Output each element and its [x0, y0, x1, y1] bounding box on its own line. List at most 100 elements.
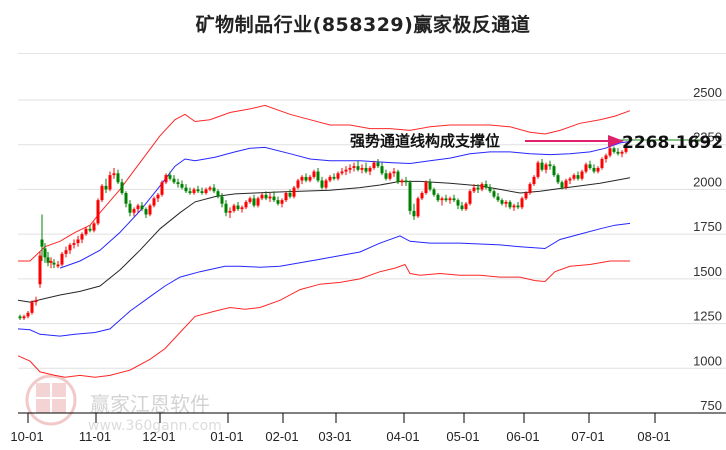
x-tick-label: 02-01 [265, 429, 298, 444]
y-tick-label: 1750 [693, 219, 722, 234]
candle [92, 223, 96, 231]
candle [356, 166, 360, 170]
candle [480, 184, 484, 190]
candle [84, 228, 88, 235]
candle [384, 173, 388, 179]
candle [288, 193, 292, 197]
y-tick-label: 750 [700, 398, 722, 413]
candle [184, 187, 188, 192]
candle [120, 182, 124, 194]
support-annotation: 强势通道线构成支撑位 2268.1692 [350, 132, 723, 153]
candle [488, 187, 492, 192]
candle [244, 201, 248, 208]
title-divider [18, 53, 726, 54]
candle [284, 193, 288, 201]
candle [516, 205, 520, 208]
candle [360, 167, 364, 170]
candle [460, 205, 464, 210]
candle [572, 175, 576, 179]
candle [396, 171, 400, 183]
candle [528, 184, 532, 194]
candle [520, 198, 524, 208]
candle [160, 182, 164, 195]
candle [348, 167, 352, 170]
candle [408, 182, 412, 211]
candle [420, 193, 424, 199]
candle [440, 198, 444, 201]
arrow-head-icon [608, 135, 624, 147]
candle [432, 189, 436, 195]
candle [76, 239, 80, 244]
candle [452, 198, 456, 201]
candle [400, 180, 404, 183]
candle [304, 176, 308, 181]
candle [232, 205, 236, 211]
candle [200, 191, 204, 194]
watermark-brand: 赢家江恩软件 [90, 392, 210, 416]
candle [38, 255, 42, 285]
candle [68, 244, 72, 251]
candle [136, 205, 140, 210]
candle [368, 167, 372, 172]
candle [508, 201, 512, 208]
candle [532, 176, 536, 185]
candle [72, 243, 76, 245]
candle [88, 228, 92, 231]
candle [504, 201, 508, 204]
x-tick-label: 11-01 [79, 429, 111, 444]
candle [124, 193, 128, 204]
candle [596, 167, 600, 172]
candle [256, 198, 260, 206]
candle [592, 167, 596, 172]
candle [40, 239, 44, 247]
candle [156, 194, 160, 199]
candle [404, 180, 408, 183]
candle [352, 166, 356, 168]
candle [312, 171, 316, 177]
candle [49, 260, 53, 263]
x-tick-label: 08-01 [637, 429, 670, 444]
candle [252, 198, 256, 206]
candle [624, 144, 628, 152]
candle [616, 151, 620, 154]
candle [112, 173, 116, 176]
candle [444, 198, 448, 201]
candle [220, 196, 224, 204]
candle [46, 257, 50, 263]
candle [536, 162, 540, 177]
candle [456, 200, 460, 206]
candle [584, 164, 588, 172]
candle [612, 148, 616, 152]
candle [172, 178, 176, 183]
candle [104, 185, 108, 190]
annotation-text: 强势通道线构成支撑位 [350, 132, 500, 150]
candle [276, 200, 280, 204]
candle [280, 200, 284, 204]
mid-line-line [17, 177, 631, 303]
candle [380, 166, 384, 174]
candle [376, 162, 380, 167]
x-tick-label: 07-01 [571, 429, 604, 444]
x-tick-label: 10-01 [10, 429, 43, 444]
candle [336, 173, 340, 179]
watermark: 赢家江恩软件 www.360gann.com [25, 374, 222, 434]
outer-lower-band-line [17, 260, 630, 378]
candle [392, 171, 396, 174]
candle [496, 196, 500, 201]
candle [340, 171, 344, 174]
y-tick-label: 2000 [693, 174, 722, 189]
candle [264, 194, 268, 199]
candle [56, 264, 60, 267]
candle [580, 171, 584, 179]
candle [484, 184, 488, 188]
candle [224, 203, 228, 213]
candle [236, 205, 240, 210]
candle [116, 173, 120, 183]
candle [204, 189, 208, 194]
x-tick-label: 06-01 [506, 429, 539, 444]
candle [364, 167, 368, 172]
candle [96, 200, 100, 224]
candle [604, 155, 608, 160]
candle [308, 176, 312, 181]
candle [176, 182, 180, 185]
